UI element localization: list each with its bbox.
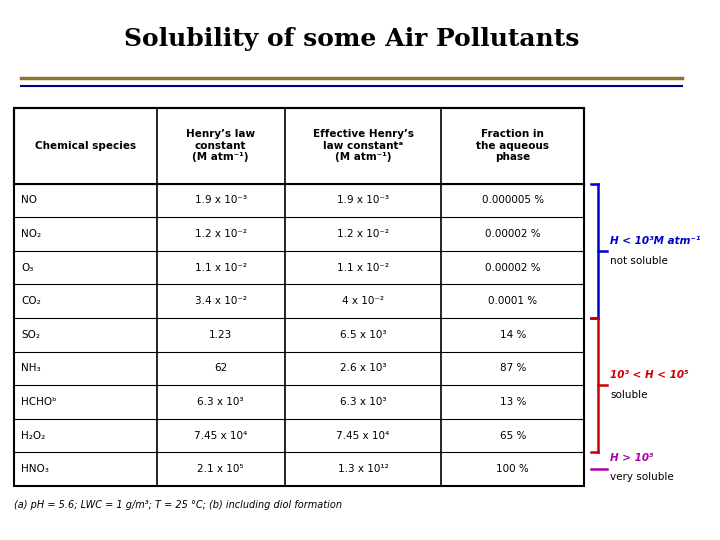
Text: 0.00002 %: 0.00002 % [485,262,541,273]
Text: 7.45 x 10⁴: 7.45 x 10⁴ [194,430,247,441]
Text: 13 %: 13 % [500,397,526,407]
Text: 6.3 x 10³: 6.3 x 10³ [340,397,387,407]
Text: 0.000005 %: 0.000005 % [482,195,544,205]
Text: 10³ < H < 10⁵: 10³ < H < 10⁵ [611,370,689,381]
Text: Fraction in
the aqueous
phase: Fraction in the aqueous phase [476,129,549,163]
Bar [14,108,584,184]
Text: 3.4 x 10⁻²: 3.4 x 10⁻² [194,296,247,306]
Text: 1.1 x 10⁻²: 1.1 x 10⁻² [337,262,389,273]
Text: very soluble: very soluble [611,472,674,482]
Text: soluble: soluble [611,390,648,400]
Text: NO₂: NO₂ [21,229,41,239]
Text: H > 10⁵: H > 10⁵ [611,454,654,463]
Text: HNO₃: HNO₃ [21,464,49,474]
Text: 1.9 x 10⁻³: 1.9 x 10⁻³ [194,195,247,205]
Text: 7.45 x 10⁴: 7.45 x 10⁴ [336,430,390,441]
Text: 87 %: 87 % [500,363,526,373]
Text: 100 %: 100 % [496,464,529,474]
Text: 1.2 x 10⁻²: 1.2 x 10⁻² [194,229,247,239]
Text: Solubility of some Air Pollutants: Solubility of some Air Pollutants [124,27,580,51]
Text: SO₂: SO₂ [21,330,40,340]
Text: 0.00002 %: 0.00002 % [485,229,541,239]
Text: 2.1 x 10⁵: 2.1 x 10⁵ [197,464,244,474]
Text: HCHOᵇ: HCHOᵇ [21,397,57,407]
Text: H₂O₂: H₂O₂ [21,430,45,441]
Text: 4 x 10⁻²: 4 x 10⁻² [342,296,384,306]
Text: 1.2 x 10⁻²: 1.2 x 10⁻² [337,229,389,239]
Text: H < 10³M atm⁻¹: H < 10³M atm⁻¹ [611,236,701,246]
Text: 2.6 x 10³: 2.6 x 10³ [340,363,387,373]
Text: CO₂: CO₂ [21,296,41,306]
Text: NO: NO [21,195,37,205]
Bar [14,108,584,486]
Text: 62: 62 [214,363,228,373]
Text: NH₃: NH₃ [21,363,41,373]
Text: 1.3 x 10¹²: 1.3 x 10¹² [338,464,389,474]
Text: Henry’s law
constant
(M atm⁻¹): Henry’s law constant (M atm⁻¹) [186,129,255,163]
Text: 1.23: 1.23 [209,330,233,340]
Text: 1.9 x 10⁻³: 1.9 x 10⁻³ [337,195,389,205]
Text: O₃: O₃ [21,262,34,273]
Text: 0.0001 %: 0.0001 % [488,296,537,306]
Text: 6.5 x 10³: 6.5 x 10³ [340,330,387,340]
Text: Chemical species: Chemical species [35,141,136,151]
Text: 14 %: 14 % [500,330,526,340]
Text: 65 %: 65 % [500,430,526,441]
Text: (a) pH = 5.6; LWC = 1 g/m³; T = 25 °C; (b) including diol formation: (a) pH = 5.6; LWC = 1 g/m³; T = 25 °C; (… [14,500,342,510]
Text: Effective Henry’s
law constantᵃ
(M atm⁻¹): Effective Henry’s law constantᵃ (M atm⁻¹… [312,129,413,163]
Text: 1.1 x 10⁻²: 1.1 x 10⁻² [194,262,247,273]
Text: 6.3 x 10³: 6.3 x 10³ [197,397,244,407]
Text: not soluble: not soluble [611,255,668,266]
